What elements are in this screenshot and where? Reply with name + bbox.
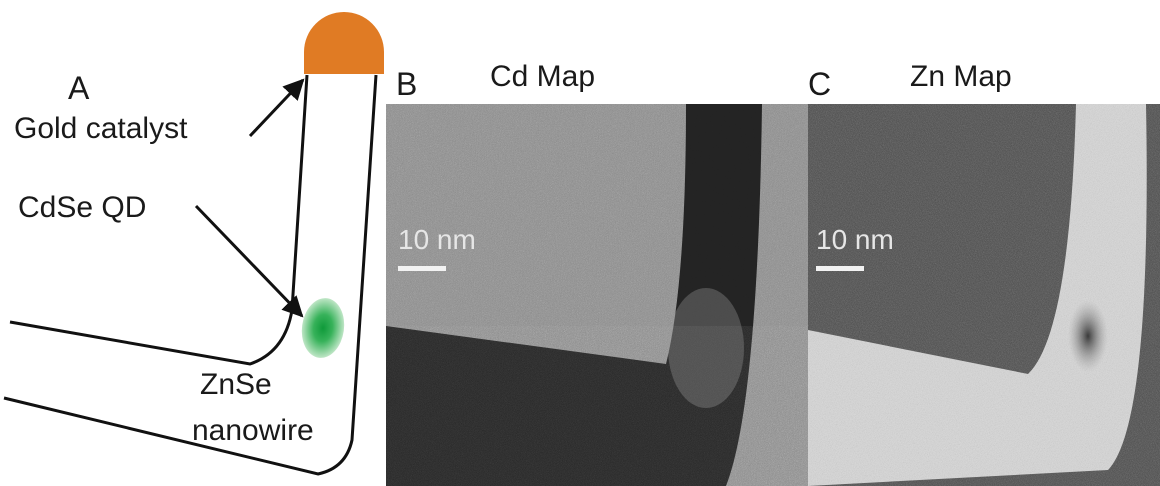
cd-map-image xyxy=(386,104,808,486)
zn-map-title: Zn Map xyxy=(910,60,1012,93)
gold-catalyst-arrow xyxy=(248,78,305,138)
cd-map-scale-label: 10 nm xyxy=(398,224,476,255)
nanowire-outer-edge xyxy=(3,74,378,476)
quantum-dot-arrow xyxy=(194,204,304,318)
panel-c-letter: C xyxy=(808,66,832,102)
panel-a-letter: A xyxy=(68,70,90,106)
cd-map-title: Cd Map xyxy=(490,60,596,93)
nanowire-schematic xyxy=(3,12,384,476)
panel-b-letter: B xyxy=(396,66,418,102)
gold-catalyst-dome xyxy=(304,12,384,74)
cdse-quantum-dot xyxy=(301,298,345,358)
cd-map-scale-bar xyxy=(398,266,446,271)
gold-catalyst-label: Gold catalyst xyxy=(14,112,188,145)
nanowire-label: nanowire xyxy=(192,414,314,447)
zn-map-image xyxy=(808,104,1160,486)
cdse-qd-label: CdSe QD xyxy=(18,191,147,224)
zn-map-scale-bar xyxy=(816,266,864,271)
znse-label: ZnSe xyxy=(200,368,272,401)
zn-map-scale-label: 10 nm xyxy=(816,224,894,255)
